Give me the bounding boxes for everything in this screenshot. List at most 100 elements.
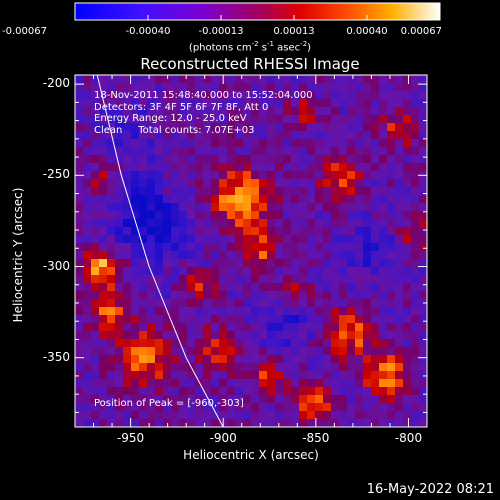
heatmap-cell xyxy=(235,203,244,212)
heatmap-cell xyxy=(355,323,364,332)
heatmap-cell xyxy=(371,387,380,396)
heatmap-cell xyxy=(131,163,140,172)
heatmap-cell xyxy=(395,115,404,124)
heatmap-cell xyxy=(387,211,396,220)
heatmap-cell xyxy=(339,307,348,316)
heatmap-cell xyxy=(251,403,260,412)
heatmap-cell xyxy=(75,395,84,404)
heatmap-cell xyxy=(331,131,340,140)
heatmap-cell xyxy=(411,235,420,244)
heatmap-cell xyxy=(387,259,396,268)
heatmap-cell xyxy=(123,323,132,332)
heatmap-cell xyxy=(195,339,204,348)
heatmap-cell xyxy=(99,275,108,284)
heatmap-cell xyxy=(107,235,116,244)
heatmap-cell xyxy=(235,267,244,276)
heatmap-cell xyxy=(283,347,292,356)
heatmap-cell xyxy=(187,243,196,252)
heatmap-cell xyxy=(147,211,156,220)
heatmap-cell xyxy=(355,187,364,196)
heatmap-cell xyxy=(147,219,156,228)
heatmap-cell xyxy=(131,243,140,252)
heatmap-cell xyxy=(123,307,132,316)
heatmap-cell xyxy=(283,155,292,164)
heatmap-cell xyxy=(163,395,172,404)
heatmap-cell xyxy=(259,187,268,196)
heatmap-cell xyxy=(267,107,276,116)
heatmap-cell xyxy=(355,363,364,372)
heatmap-cell xyxy=(163,251,172,260)
heatmap-cell xyxy=(395,123,404,132)
heatmap-cell xyxy=(123,331,132,340)
heatmap-cell xyxy=(363,395,372,404)
heatmap-cell xyxy=(195,147,204,156)
heatmap-cell xyxy=(379,139,388,148)
heatmap-cell xyxy=(275,163,284,172)
heatmap-cell xyxy=(379,299,388,308)
heatmap-cell xyxy=(147,315,156,324)
heatmap-cell xyxy=(187,219,196,228)
heatmap-cell xyxy=(403,115,412,124)
heatmap-cell xyxy=(331,371,340,380)
heatmap-cell xyxy=(419,147,427,156)
heatmap-cell xyxy=(259,227,268,236)
heatmap-cell xyxy=(171,179,180,188)
heatmap-cell xyxy=(219,363,228,372)
heatmap-cell xyxy=(339,299,348,308)
heatmap-cell xyxy=(395,395,404,404)
heatmap-cell xyxy=(315,91,324,100)
heatmap-cell xyxy=(419,419,427,427)
heatmap-cell xyxy=(83,339,92,348)
heatmap-cell xyxy=(75,91,84,100)
heatmap-cell xyxy=(395,131,404,140)
heatmap-cell xyxy=(299,107,308,116)
heatmap-cell xyxy=(187,291,196,300)
heatmap-cell xyxy=(331,291,340,300)
heatmap-cell xyxy=(147,91,156,100)
heatmap-cell xyxy=(403,155,412,164)
heatmap-cell xyxy=(75,131,84,140)
heatmap-cell xyxy=(163,195,172,204)
heatmap-cell xyxy=(339,171,348,180)
heatmap-cell xyxy=(91,235,100,244)
heatmap-cell xyxy=(131,315,140,324)
heatmap-cell xyxy=(291,171,300,180)
heatmap-cell xyxy=(227,227,236,236)
heatmap-cell xyxy=(179,259,188,268)
heatmap-cell xyxy=(139,387,148,396)
heatmap-cell xyxy=(339,83,348,92)
heatmap-cell xyxy=(195,139,204,148)
heatmap-cell xyxy=(291,131,300,140)
heatmap-cell xyxy=(187,235,196,244)
heatmap-cell xyxy=(171,307,180,316)
heatmap-cell xyxy=(323,123,332,132)
heatmap-cell xyxy=(243,291,252,300)
heatmap-cell xyxy=(291,179,300,188)
heatmap-cell xyxy=(203,403,212,412)
heatmap-cell xyxy=(75,195,84,204)
heatmap-cell xyxy=(347,155,356,164)
heatmap-cell xyxy=(147,411,156,420)
heatmap-cell xyxy=(395,171,404,180)
heatmap-cell xyxy=(91,219,100,228)
heatmap-cell xyxy=(99,99,108,108)
heatmap-cell xyxy=(139,251,148,260)
heatmap-cell xyxy=(307,259,316,268)
heatmap-cell xyxy=(307,411,316,420)
heatmap-cell xyxy=(259,219,268,228)
heatmap-cell xyxy=(195,219,204,228)
heatmap-cell xyxy=(211,419,220,427)
heatmap-cell xyxy=(163,99,172,108)
heatmap-cell xyxy=(91,83,100,92)
heatmap-cell xyxy=(179,387,188,396)
heatmap-cell xyxy=(195,387,204,396)
heatmap-cell xyxy=(211,123,220,132)
heatmap-cell xyxy=(123,275,132,284)
heatmap-cell xyxy=(203,195,212,204)
heatmap-cell xyxy=(363,235,372,244)
heatmap-cell xyxy=(123,179,132,188)
heatmap-cell xyxy=(363,99,372,108)
heatmap-cell xyxy=(107,75,116,84)
heatmap-cell xyxy=(291,75,300,84)
heatmap-cell xyxy=(371,91,380,100)
